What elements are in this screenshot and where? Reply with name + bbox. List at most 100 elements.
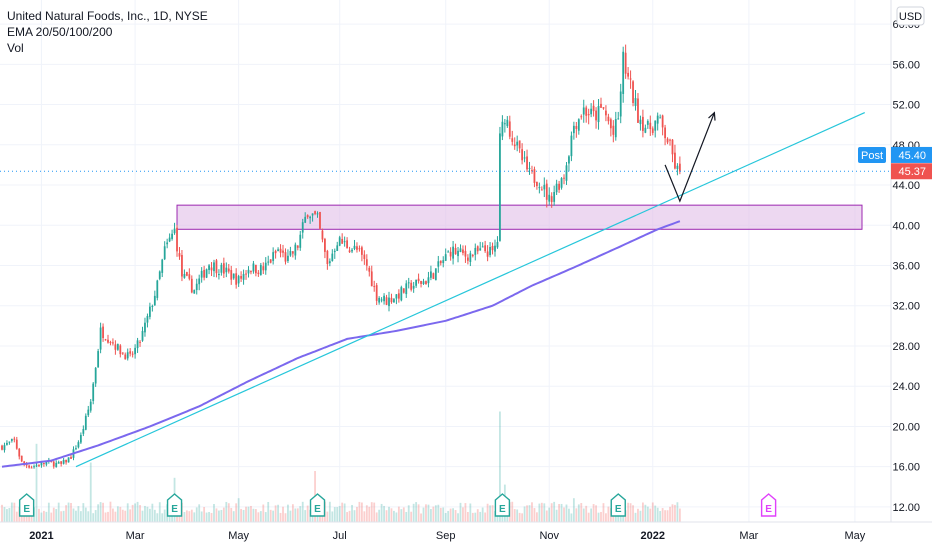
candle-body [531,170,533,172]
x-tick-label: May [228,530,249,542]
candle-body [518,140,521,149]
earnings-marker[interactable]: E [166,493,183,517]
candle-body [437,261,440,267]
earnings-icon [760,493,777,517]
candle-body [75,448,77,450]
candle-body [309,216,312,219]
candle-body [466,257,469,261]
volume-bar [674,504,676,522]
candle-body [242,274,245,280]
earnings-marker[interactable]: E [309,493,326,517]
candle-body [3,445,6,451]
volume-bar [368,506,371,522]
volume-bar [259,511,262,522]
candle-body [181,255,183,277]
candle-body [373,286,376,288]
currency-button[interactable] [896,6,925,26]
candle-body [489,247,491,256]
volume-bar [252,508,255,522]
earnings-marker[interactable]: E [610,493,626,517]
volume-bar [351,504,353,522]
earnings-label: E [23,504,30,515]
candle-body [513,144,516,147]
candle-body [632,81,634,103]
candle-body [153,295,156,306]
candle-body [444,254,447,261]
volume-bar [57,502,60,522]
volume-bar [47,502,50,522]
volume-bar [568,508,570,522]
candle-body [434,268,437,281]
candle-body [545,183,548,200]
candle-body [646,120,649,125]
candle-body [476,246,479,252]
x-axis[interactable]: 2021 Mar May Jul Sep Nov 2022 Mar May [29,530,866,542]
volume-bar [52,507,55,522]
volume-label[interactable]: Vol [7,41,24,55]
volume-bar [390,508,393,522]
candle-body [269,259,272,263]
volume-bar [267,501,270,522]
candle-body [484,245,487,252]
candle-body [171,233,173,239]
candle-body [35,465,38,467]
candle-body [612,125,615,135]
earnings-label: E [314,504,321,515]
candle-body [316,213,319,215]
candle-body [481,246,484,248]
trend-line[interactable] [75,112,865,468]
volume-bar [161,513,164,522]
volume-bar [531,502,533,522]
volume-bar [227,503,230,522]
candle-body [523,157,526,159]
volume-bar [518,512,521,522]
volume-bar [121,509,124,522]
volume-bar [642,502,644,522]
volume-bar [430,509,432,522]
y-tick-label: 12.00 [892,502,920,514]
volume-bar [104,512,107,522]
volume-bar [558,503,560,522]
candle-body [62,459,65,464]
indicator-label[interactable]: EMA 20/50/100/200 [7,25,113,39]
earnings-marker[interactable]: E [18,493,35,517]
candle-body [306,215,309,218]
candle-body [97,351,100,368]
candle-body [501,121,504,137]
candle-body [422,281,425,284]
volume-bar [469,503,472,522]
symbol-title[interactable]: United Natural Foods, Inc., 1D, NYSE [7,9,208,23]
candle-body [533,169,536,183]
volume-bar [669,506,671,522]
candle-body [661,115,664,128]
volume-bar [592,504,595,522]
candle-body [20,455,23,462]
volume-bar [247,506,250,522]
volume-bar [8,507,11,522]
volume-bar [627,502,630,522]
volume-bar [538,503,541,522]
volume-bar [526,505,528,522]
earnings-icon [309,493,326,517]
earnings-marker[interactable]: E [494,493,511,517]
y-tick-label: 44.00 [892,180,920,192]
projection-arrow[interactable] [664,112,715,203]
volume-bar [89,462,92,522]
candle-body [77,442,80,448]
volume-bar [210,512,213,522]
y-tick-label: 16.00 [892,462,920,474]
candle-body [245,273,247,275]
candle-body [607,116,610,122]
volume-bar [163,509,166,522]
candle-body [178,253,181,257]
post-tag-label: Post [861,150,883,162]
candle-body [624,52,627,74]
earnings-marker[interactable]: E [760,493,777,517]
volume-bar [489,505,491,522]
support-zone[interactable] [176,204,863,230]
candle-body [353,245,356,249]
volume-bar [15,511,18,522]
candle-body [151,305,154,307]
